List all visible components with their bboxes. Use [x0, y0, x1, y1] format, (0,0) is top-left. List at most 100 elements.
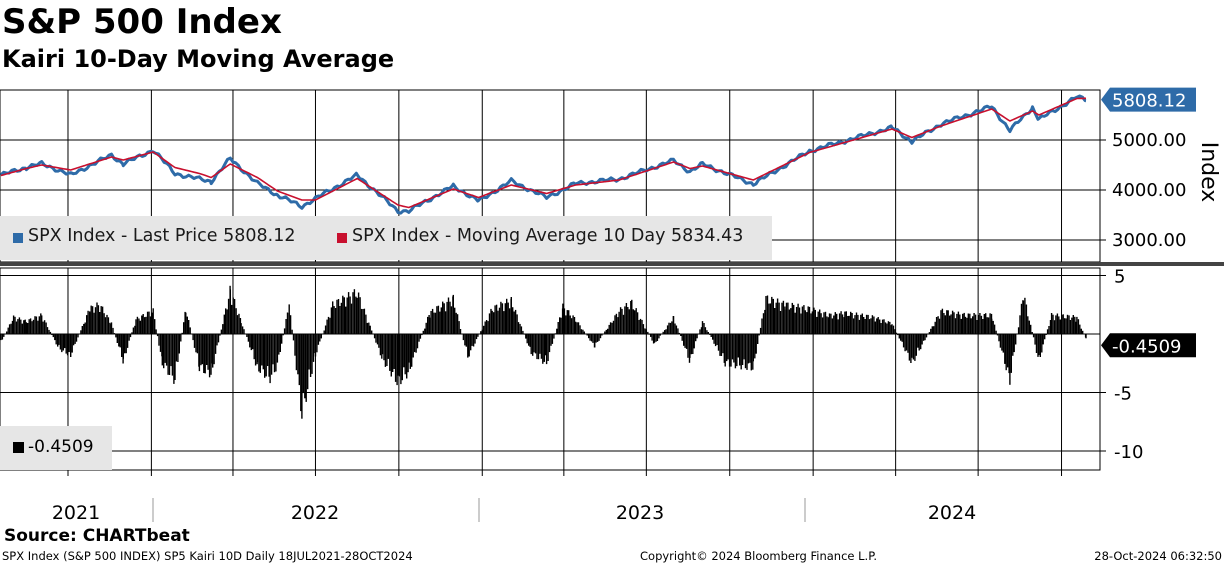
- kairi-bar: [865, 314, 868, 334]
- kairi-bar: [854, 315, 856, 334]
- kairi-bar: [268, 334, 270, 377]
- kairi-bar: [177, 334, 179, 362]
- kairi-bar: [387, 334, 389, 359]
- kairi-bar: [109, 322, 111, 334]
- kairi-bar: [863, 317, 865, 334]
- kairi-bar: [312, 334, 315, 362]
- kairi-bar: [887, 321, 890, 334]
- kairi-bar: [1046, 329, 1049, 334]
- kairi-bar: [828, 313, 831, 334]
- kairi-bar: [333, 306, 335, 334]
- kairi-bar: [877, 317, 879, 334]
- kairi-bar: [450, 306, 453, 334]
- kairi-bar: [820, 313, 822, 334]
- kairi-bar: [232, 297, 234, 334]
- kairi-bar: [343, 297, 345, 334]
- kairi-bar: [1027, 316, 1029, 334]
- kairi-bar: [894, 329, 896, 334]
- kairi-bar: [323, 330, 325, 334]
- kairi-bar: [989, 313, 991, 334]
- kairi-bar: [632, 309, 634, 334]
- kairi-bar: [1025, 304, 1028, 334]
- kairi-bar: [522, 330, 524, 334]
- kairi-bar: [406, 334, 408, 379]
- kairi-bar: [954, 318, 957, 334]
- kairi-bar: [1024, 297, 1026, 334]
- kairi-bar: [326, 319, 328, 334]
- kairi-bar: [651, 334, 653, 341]
- kairi-bar: [540, 334, 543, 359]
- kairi-y-tick-label: 5: [1114, 267, 1125, 288]
- kairi-bar: [52, 334, 54, 338]
- kairi-bar: [1053, 320, 1056, 334]
- kairi-last-value-box: [1101, 333, 1196, 358]
- kairi-bar: [569, 315, 571, 334]
- kairi-bar: [498, 307, 501, 334]
- kairi-bar: [784, 309, 786, 334]
- kairi-bar: [776, 298, 779, 334]
- kairi-bar: [110, 322, 113, 334]
- kairi-bar: [233, 299, 236, 334]
- kairi-bar: [998, 334, 1000, 342]
- kairi-bar: [340, 302, 343, 334]
- kairi-bar: [547, 334, 549, 361]
- kairi-bar: [766, 295, 769, 334]
- kairi-bar: [295, 334, 298, 371]
- kairi-bar: [530, 334, 532, 355]
- kairi-bar: [664, 330, 666, 334]
- kairi-bar: [394, 334, 397, 382]
- kairi-bar: [516, 314, 518, 334]
- kairi-bar: [431, 308, 434, 334]
- kairi-bar: [1041, 334, 1043, 353]
- kairi-bar: [962, 313, 964, 334]
- kairi-bar: [25, 322, 27, 334]
- kairi-bar: [568, 310, 570, 334]
- chart-title: S&P 500 Index: [2, 2, 282, 42]
- kairi-bar: [324, 325, 327, 334]
- kairi-bar: [320, 334, 322, 339]
- kairi-bar: [704, 327, 707, 334]
- kairi-bar: [203, 334, 205, 373]
- kairi-bar: [43, 320, 46, 334]
- legend-swatch-kairi: [13, 442, 24, 453]
- kairi-bar: [183, 322, 185, 334]
- kairi-bar: [565, 315, 567, 334]
- kairi-bar: [400, 334, 402, 385]
- kairi-bar: [184, 311, 186, 334]
- kairi-bar: [656, 334, 659, 341]
- kairi-bar: [375, 334, 377, 343]
- kairi-bar: [281, 334, 283, 344]
- kairi-bar: [1008, 334, 1010, 374]
- kairi-bar: [305, 334, 307, 402]
- kairi-bar: [459, 329, 462, 334]
- kairi-bar: [97, 305, 100, 334]
- kairi-bar: [198, 334, 201, 372]
- kairi-bar: [744, 334, 747, 369]
- kairi-bar: [474, 334, 476, 344]
- kairi-bar: [411, 334, 413, 367]
- kairi-bar: [671, 321, 673, 334]
- kairi-bar: [170, 334, 172, 367]
- kairi-bar: [559, 317, 561, 334]
- kairi-bar: [914, 334, 916, 361]
- kairi-bar: [858, 319, 861, 334]
- kairi-bar: [14, 316, 16, 334]
- kairi-bar: [155, 329, 157, 334]
- kairi-bar: [727, 334, 729, 360]
- kairi-bar: [286, 312, 289, 334]
- kairi-bar: [158, 334, 160, 346]
- kairi-bar: [922, 334, 925, 341]
- x-axis-year-label: 2023: [616, 502, 664, 524]
- kairi-bar: [37, 320, 39, 334]
- kairi-bar: [94, 307, 97, 334]
- kairi-bar: [490, 308, 492, 334]
- kairi-bar: [794, 312, 796, 334]
- kairi-bar: [619, 307, 622, 334]
- kairi-bar: [77, 334, 79, 338]
- kairi-bar: [297, 334, 299, 375]
- kairi-bar: [841, 314, 844, 334]
- kairi-bar: [710, 334, 712, 337]
- kairi-bar: [700, 327, 703, 334]
- kairi-bar: [579, 325, 581, 334]
- legend-moving-average: SPX Index - Moving Average 10 Day 5834.4…: [352, 226, 744, 246]
